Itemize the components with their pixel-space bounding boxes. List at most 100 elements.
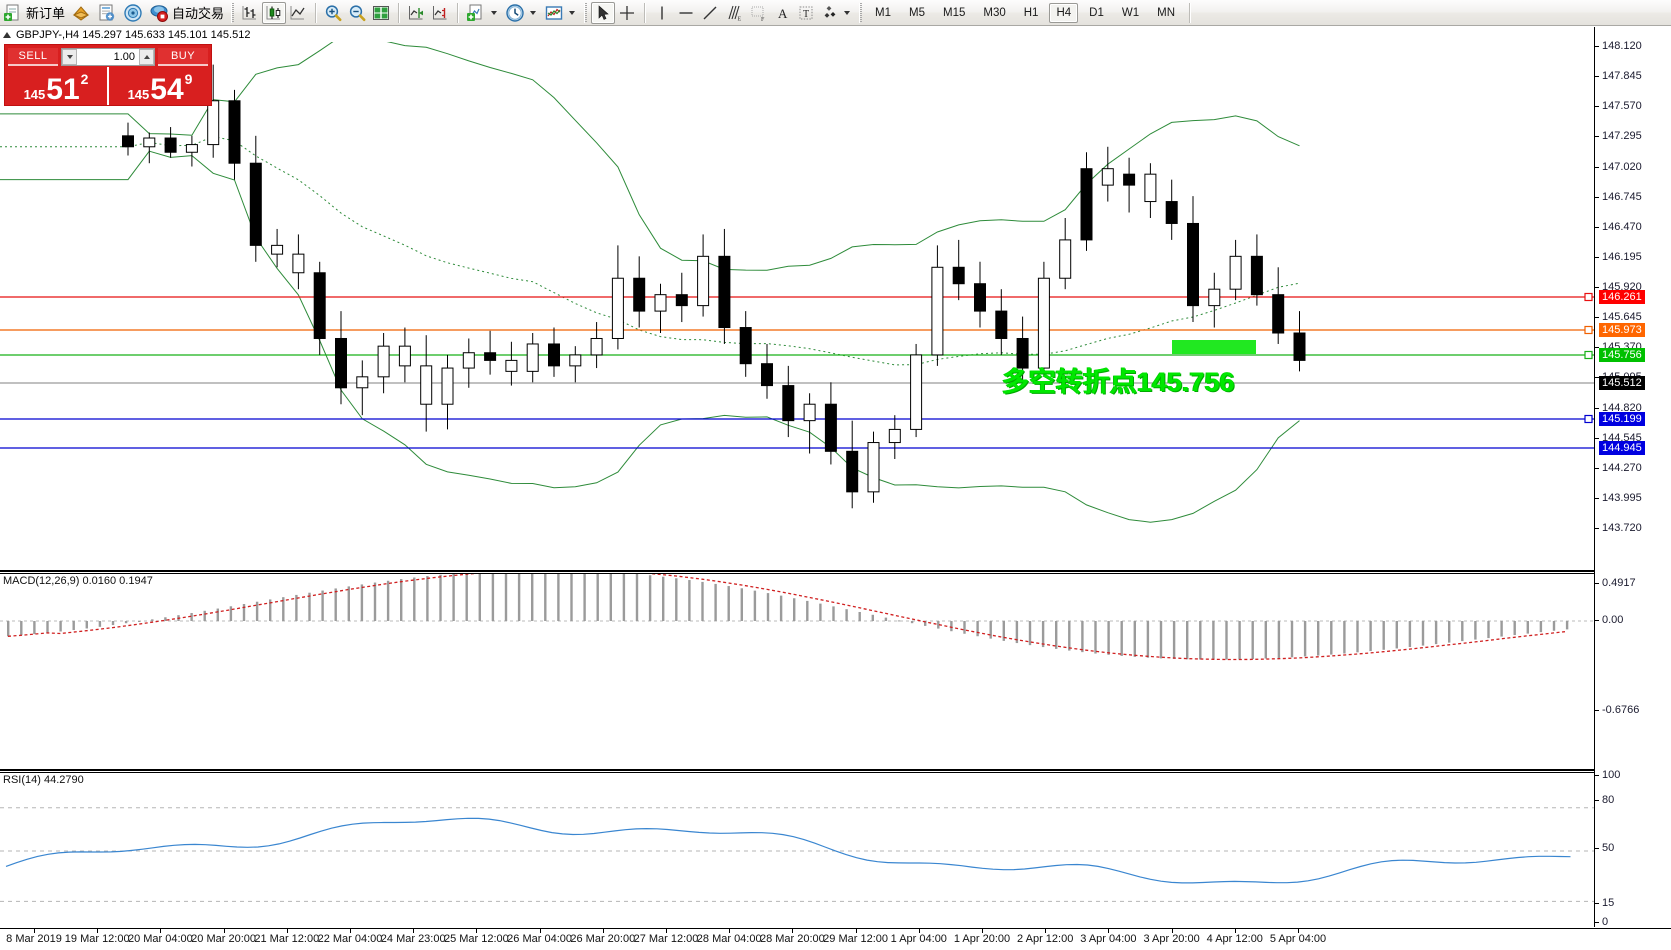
candle-body bbox=[1208, 288, 1221, 307]
candle-body bbox=[675, 294, 688, 307]
new-order-button[interactable]: 新订单 bbox=[0, 1, 68, 25]
candle-body bbox=[164, 137, 177, 153]
macd-histogram-bar bbox=[1081, 621, 1084, 653]
candle-body bbox=[143, 137, 156, 148]
candlestick bbox=[761, 343, 773, 399]
collapse-triangle-icon[interactable] bbox=[3, 31, 11, 38]
templates-dropdown-caret[interactable] bbox=[491, 10, 498, 15]
candlestick bbox=[122, 122, 134, 156]
shift-end-button[interactable] bbox=[404, 2, 428, 24]
time-tick bbox=[729, 929, 731, 933]
price-level-badge-144-945[interactable]: 144.945 bbox=[1599, 441, 1645, 455]
timeframe-d1[interactable]: D1 bbox=[1089, 6, 1104, 19]
price-level-handle[interactable] bbox=[1584, 414, 1593, 424]
price-tick-label: 147.295 bbox=[1602, 130, 1642, 143]
timeframe-m15[interactable]: M15 bbox=[943, 6, 966, 19]
price-level-handle[interactable] bbox=[1584, 292, 1593, 302]
macd-histogram-bar bbox=[1146, 621, 1150, 658]
sell-button[interactable]: SELL bbox=[8, 48, 58, 66]
price-level-handle[interactable] bbox=[1584, 350, 1593, 360]
bar-chart-button[interactable] bbox=[238, 2, 262, 24]
vertical-line-button[interactable] bbox=[650, 2, 674, 24]
sell-price-display[interactable]: 145 51 2 bbox=[5, 67, 107, 105]
timeframe-m5[interactable]: M5 bbox=[909, 6, 925, 19]
time-tick-label: 28 Mar 04:00 bbox=[696, 933, 762, 945]
macd-histogram-bar bbox=[622, 572, 626, 621]
buy-price-display[interactable]: 145 54 9 bbox=[107, 67, 211, 105]
text-button[interactable]: A bbox=[770, 2, 794, 24]
price-tick bbox=[1595, 437, 1599, 439]
price-level-handle[interactable] bbox=[1584, 325, 1593, 335]
line-chart-button[interactable] bbox=[286, 2, 310, 24]
macd-histogram-bar bbox=[1448, 621, 1451, 643]
macd-histogram-bar bbox=[609, 571, 612, 621]
macd-histogram-bar bbox=[1539, 621, 1543, 633]
experts-button[interactable] bbox=[68, 1, 94, 25]
price-level-badge-146-261[interactable]: 146.261 bbox=[1599, 290, 1645, 304]
navigator-button[interactable] bbox=[120, 1, 146, 25]
timeframe-w1[interactable]: W1 bbox=[1121, 6, 1140, 19]
macd-histogram-bar bbox=[1461, 621, 1464, 642]
period-button[interactable] bbox=[502, 1, 528, 25]
time-tick bbox=[476, 929, 478, 933]
zoom-in-button[interactable] bbox=[321, 2, 345, 24]
timeframe-h4[interactable]: H4 bbox=[1049, 2, 1079, 23]
shapes-button[interactable] bbox=[818, 2, 842, 24]
indicators-button[interactable] bbox=[541, 1, 567, 25]
trendline-button[interactable] bbox=[698, 2, 722, 24]
candlestick-chart-button[interactable] bbox=[262, 1, 287, 24]
candlestick bbox=[356, 360, 369, 416]
fibonacci-button[interactable]: E bbox=[722, 2, 746, 24]
price-level-badge-145-199[interactable]: 145.199 bbox=[1599, 412, 1645, 426]
data-window-button[interactable] bbox=[94, 1, 120, 25]
timeframe-m30[interactable]: M30 bbox=[983, 6, 1006, 19]
candle-body bbox=[356, 376, 369, 389]
candlestick bbox=[484, 330, 497, 375]
candle-body bbox=[888, 428, 901, 444]
price-axis[interactable]: 148.120 147.845 147.570 147.295 147.020 146.7… bbox=[1594, 27, 1671, 928]
auto-scroll-button[interactable] bbox=[428, 2, 452, 24]
volume-increase-button[interactable] bbox=[139, 49, 154, 65]
crosshair-button[interactable] bbox=[615, 2, 639, 24]
shapes-dropdown-caret[interactable] bbox=[844, 10, 851, 15]
macd-histogram-bar bbox=[269, 599, 272, 621]
price-chart-pane[interactable]: 多空转折点145.756 bbox=[0, 34, 1594, 529]
macd-histogram-bar bbox=[334, 588, 337, 621]
price-tick bbox=[1595, 377, 1599, 379]
period-dropdown-caret[interactable] bbox=[530, 10, 537, 15]
volume-stepper[interactable]: 1.00 bbox=[61, 48, 155, 66]
macd-histogram-bar bbox=[583, 570, 586, 621]
channel-button[interactable]: F bbox=[746, 2, 770, 24]
svg-text:A: A bbox=[778, 6, 788, 21]
tile-windows-button[interactable] bbox=[369, 2, 393, 24]
time-tick bbox=[286, 929, 288, 933]
volume-decrease-button[interactable] bbox=[62, 49, 77, 65]
price-level-badge-145-756[interactable]: 145.756 bbox=[1599, 348, 1645, 362]
autotrade-button[interactable]: 自动交易 bbox=[146, 1, 227, 25]
new-order-label: 新订单 bbox=[26, 6, 66, 21]
candle-body bbox=[1059, 239, 1072, 279]
candlestick bbox=[271, 228, 284, 268]
cursor-button[interactable] bbox=[591, 1, 616, 24]
price-level-badge-145-512[interactable]: 145.512 bbox=[1599, 376, 1645, 390]
macd-histogram-bar bbox=[871, 614, 874, 621]
text-label-button[interactable]: T bbox=[794, 2, 818, 24]
volume-value[interactable]: 1.00 bbox=[77, 49, 139, 65]
time-tick bbox=[97, 929, 99, 933]
price-tick bbox=[1595, 166, 1599, 168]
rsi-pane[interactable]: RSI(14) 44.2790 bbox=[0, 772, 1594, 927]
macd-histogram-bar bbox=[1212, 621, 1215, 660]
timeframe-m1[interactable]: M1 bbox=[875, 6, 892, 19]
templates-button[interactable] bbox=[463, 1, 489, 25]
buy-price-fraction: 9 bbox=[184, 71, 193, 87]
macd-pane[interactable]: MACD(12,26,9) 0.0160 0.1947 bbox=[0, 569, 1594, 720]
timeframe-mn[interactable]: MN bbox=[1157, 6, 1175, 19]
macd-histogram-bar bbox=[924, 621, 927, 626]
price-level-badge-145-973[interactable]: 145.973 bbox=[1599, 323, 1645, 337]
buy-button[interactable]: BUY bbox=[158, 48, 208, 66]
horizontal-line-button[interactable] bbox=[674, 2, 698, 24]
timeframe-h1[interactable]: H1 bbox=[1023, 6, 1039, 19]
indicators-dropdown-caret[interactable] bbox=[569, 10, 576, 15]
sell-price-main: 51 bbox=[46, 73, 80, 107]
zoom-out-button[interactable] bbox=[345, 2, 369, 24]
